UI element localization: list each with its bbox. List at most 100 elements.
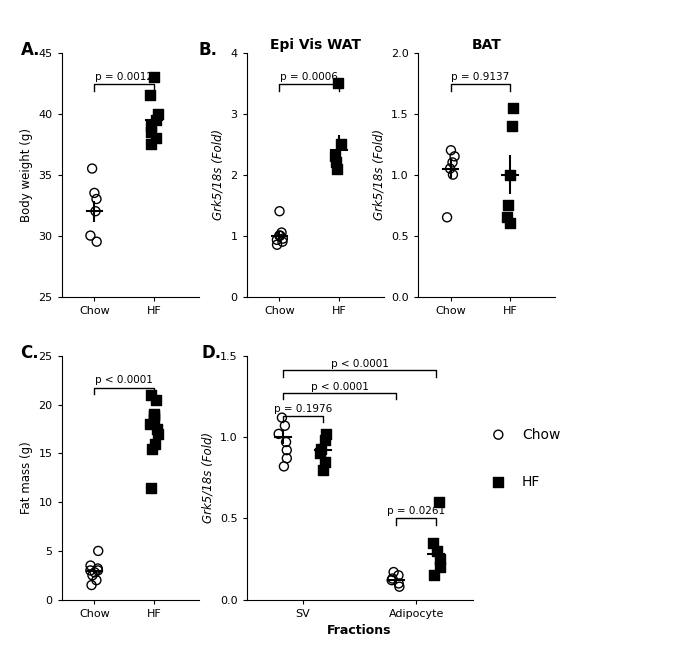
Point — [271, 235, 282, 245]
Point — [92, 563, 103, 574]
Point — [318, 465, 329, 475]
Point — [277, 233, 288, 244]
Y-axis label: Grk5/18s (Fold): Grk5/18s (Fold) — [373, 129, 386, 220]
Point — [394, 581, 405, 592]
Point — [435, 554, 446, 564]
Text: A.: A. — [21, 41, 40, 59]
Point — [315, 448, 326, 459]
Point — [277, 413, 288, 423]
Point — [281, 437, 292, 447]
Point — [277, 237, 288, 247]
Point — [434, 562, 445, 573]
Point — [152, 108, 163, 119]
Text: p = 0.0012: p = 0.0012 — [95, 72, 153, 82]
Point — [85, 560, 96, 571]
Y-axis label: Fat mass (g): Fat mass (g) — [20, 442, 33, 514]
Point — [388, 567, 399, 577]
Point — [90, 206, 101, 216]
Point — [336, 139, 347, 150]
Point — [149, 72, 160, 82]
Text: HF: HF — [522, 475, 540, 489]
Point — [89, 188, 100, 198]
Point — [393, 570, 404, 581]
Point — [506, 121, 517, 131]
Point — [86, 163, 97, 174]
Point — [145, 121, 156, 131]
Point — [145, 419, 155, 430]
Point — [145, 90, 155, 101]
Point — [86, 580, 97, 590]
Point — [92, 546, 103, 556]
Point — [505, 218, 516, 229]
Point — [149, 409, 160, 420]
Text: Chow: Chow — [522, 428, 560, 442]
Point — [85, 230, 96, 241]
Point — [333, 78, 344, 88]
Text: p < 0.0001: p < 0.0001 — [310, 382, 369, 392]
Point — [330, 151, 341, 161]
Text: p < 0.0001: p < 0.0001 — [331, 359, 388, 369]
Text: B.: B. — [199, 41, 218, 59]
Point — [320, 435, 331, 445]
Point — [501, 212, 512, 223]
Point — [447, 169, 458, 180]
Point — [282, 445, 292, 455]
Point — [274, 230, 285, 241]
Point — [146, 127, 157, 137]
Point — [445, 163, 456, 174]
Point — [147, 444, 158, 454]
Point — [274, 206, 285, 216]
Point — [150, 115, 161, 125]
Point — [151, 132, 162, 143]
Point — [447, 157, 458, 167]
Point — [432, 546, 443, 556]
Point — [428, 570, 439, 581]
Point — [271, 239, 282, 250]
Point — [427, 538, 438, 548]
Y-axis label: Body weight (g): Body weight (g) — [20, 128, 33, 221]
Point — [149, 414, 160, 424]
Point — [278, 461, 289, 472]
Point — [87, 570, 98, 581]
Text: p = 0.1976: p = 0.1976 — [274, 403, 332, 414]
Text: D.: D. — [201, 344, 221, 362]
Point — [151, 424, 162, 434]
Y-axis label: Grk5/18s (Fold): Grk5/18s (Fold) — [201, 432, 214, 523]
Text: p = 0.0006: p = 0.0006 — [280, 72, 338, 82]
Point — [149, 438, 160, 449]
Y-axis label: Grk5/18s (Fold): Grk5/18s (Fold) — [212, 129, 225, 220]
Point — [393, 578, 404, 588]
Point — [89, 567, 100, 578]
Point — [276, 227, 287, 238]
Text: C.: C. — [21, 344, 39, 362]
Point — [92, 565, 103, 576]
Point — [273, 428, 284, 439]
Point — [503, 200, 514, 210]
Point — [91, 237, 102, 247]
Point — [331, 157, 342, 167]
Text: p < 0.0001: p < 0.0001 — [95, 375, 153, 385]
Point — [91, 194, 102, 204]
Point — [316, 444, 327, 454]
Point — [445, 145, 456, 156]
Point — [442, 212, 453, 223]
Point — [91, 575, 102, 585]
Text: p = 0.0261: p = 0.0261 — [387, 506, 445, 516]
Point — [152, 428, 163, 439]
Point — [434, 497, 445, 507]
Point — [387, 573, 398, 584]
Point — [145, 482, 156, 493]
Point — [319, 456, 330, 467]
Point — [146, 389, 157, 400]
Point — [449, 151, 460, 161]
Text: p = 0.9137: p = 0.9137 — [451, 72, 510, 82]
Point — [386, 575, 397, 585]
Point — [507, 102, 518, 113]
Point — [146, 139, 157, 150]
Title: BAT: BAT — [471, 38, 501, 51]
Point — [85, 565, 96, 576]
Point — [149, 411, 160, 422]
Point — [332, 163, 342, 174]
Point — [279, 420, 290, 431]
X-axis label: Fractions: Fractions — [327, 624, 392, 637]
